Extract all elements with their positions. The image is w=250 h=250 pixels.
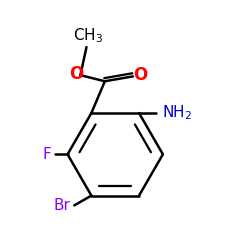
Text: O: O (133, 66, 147, 84)
Text: F: F (42, 147, 51, 162)
Text: NH$_2$: NH$_2$ (162, 104, 192, 122)
Text: O: O (69, 65, 83, 83)
Text: CH$_3$: CH$_3$ (73, 27, 103, 46)
Text: Br: Br (53, 198, 70, 213)
